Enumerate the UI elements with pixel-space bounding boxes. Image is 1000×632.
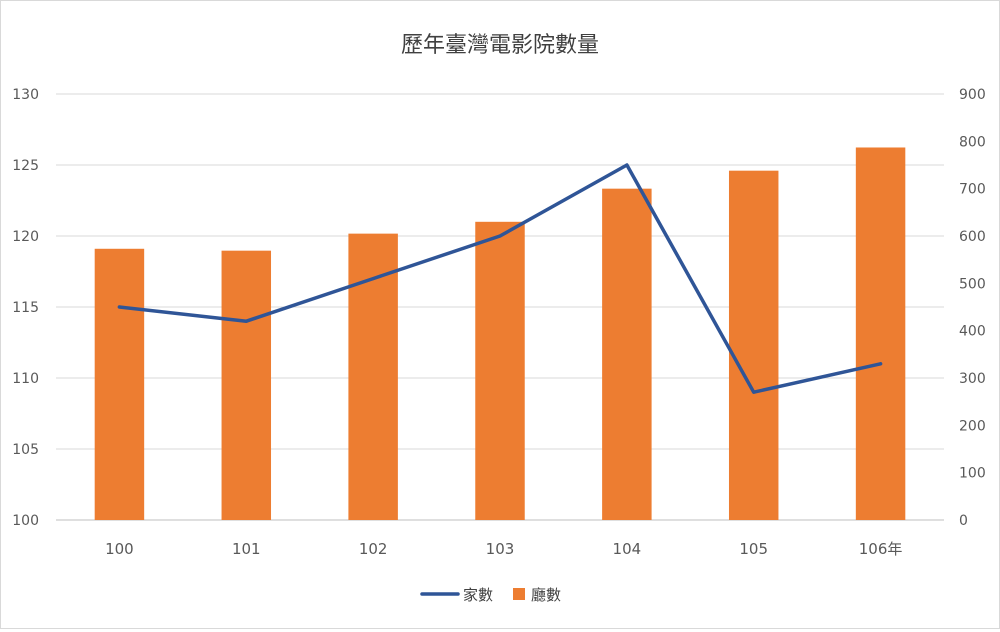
- bar-廳數: [728, 170, 779, 520]
- right-tick-label: 200: [959, 418, 986, 434]
- category-label: 101: [232, 540, 261, 558]
- left-axis: 100 105 110 115 120 125 130: [12, 87, 39, 529]
- right-tick-label: 100: [959, 466, 986, 482]
- line-point: [879, 362, 883, 366]
- right-tick-label: 300: [959, 371, 986, 387]
- legend: 家數 廳數: [420, 586, 561, 604]
- bar-廳數: [475, 221, 525, 521]
- category-label: 103: [486, 540, 515, 558]
- left-tick-label: 120: [12, 229, 39, 245]
- left-tick-label: 110: [12, 371, 39, 387]
- left-tick-label: 100: [12, 513, 39, 529]
- right-tick-label: 800: [959, 134, 986, 150]
- right-tick-label: 0: [959, 513, 968, 529]
- category-label: 105: [739, 540, 768, 558]
- left-tick-label: 115: [12, 300, 39, 316]
- bar-廳數: [855, 147, 906, 520]
- bar-series-group: [94, 147, 906, 521]
- bar-廳數: [221, 250, 272, 520]
- right-tick-label: 500: [959, 276, 986, 292]
- bar-廳數: [348, 233, 398, 520]
- right-tick-label: 600: [959, 229, 986, 245]
- legend-label-line: 家數: [463, 586, 493, 604]
- line-point: [752, 390, 756, 394]
- chart-title: 歷年臺灣電影院數量: [401, 33, 599, 58]
- line-point: [371, 277, 375, 281]
- legend-label-bar: 廳數: [531, 586, 561, 604]
- right-tick-label: 700: [959, 182, 986, 198]
- line-point: [244, 319, 248, 323]
- category-label: 104: [613, 540, 642, 558]
- line-point: [117, 305, 121, 309]
- category-label: 100: [105, 540, 134, 558]
- right-tick-label: 400: [959, 324, 986, 340]
- category-axis: 100 101 102 103 104 105 106年: [105, 540, 902, 558]
- right-tick-label: 900: [959, 87, 986, 103]
- left-tick-label: 125: [12, 158, 39, 174]
- left-tick-label: 105: [12, 442, 39, 458]
- line-point: [498, 234, 502, 238]
- bar-廳數: [602, 188, 652, 520]
- bar-廳數: [94, 248, 145, 520]
- line-point: [625, 163, 629, 167]
- line-series-group: [117, 163, 883, 394]
- legend-bar-swatch: [513, 588, 525, 600]
- category-label: 102: [359, 540, 388, 558]
- right-axis: 0 100 200 300 400 500 600 700 800 900: [959, 87, 986, 529]
- left-tick-label: 130: [12, 87, 39, 103]
- category-label: 106年: [859, 540, 903, 558]
